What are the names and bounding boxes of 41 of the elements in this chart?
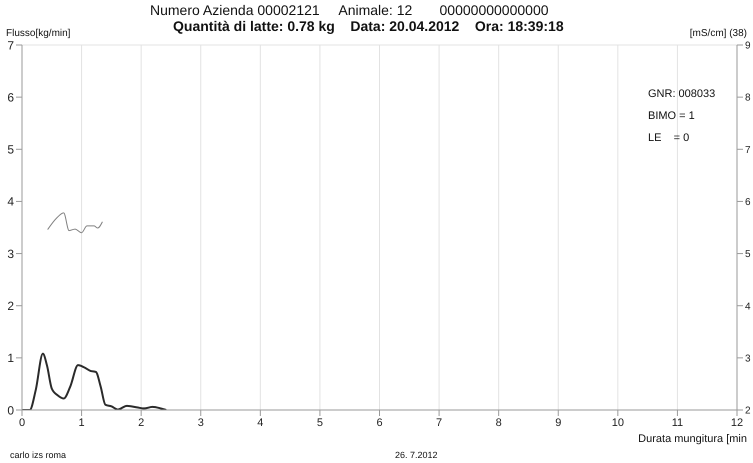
y2-tick-label: 6 <box>745 196 751 208</box>
chart-subtitle: Quantità di latte: 0.78 kg Data: 20.04.2012 Ora: 18:39:18 <box>173 18 564 34</box>
y-tick-label: 4 <box>7 194 14 209</box>
y2-tick-label: 4 <box>745 301 751 312</box>
y2-tick-label: 9 <box>745 40 751 52</box>
x-tick-label: 3 <box>198 416 204 429</box>
y2-tick-label: 2 <box>745 406 751 417</box>
y-tick-label: 6 <box>7 90 14 104</box>
x-tick-label: 5 <box>316 416 323 429</box>
x-tick-label: 12 <box>730 416 744 429</box>
text: 26. 7.2012 <box>395 450 438 460</box>
x-tick-label: 2 <box>138 416 144 429</box>
chart-title: Numero Azienda 00002121 Animale: 12 00000000000000 <box>150 2 549 18</box>
x-tick-label: 7 <box>436 416 442 429</box>
x-axis-title: Durata mungitura [min <box>638 433 747 445</box>
y-tick-label: 3 <box>7 246 14 261</box>
x-tick-label: 0 <box>18 416 26 429</box>
y-tick-label: 5 <box>7 142 14 157</box>
x-tick-label: 4 <box>257 416 264 429</box>
y-tick-label: 0 <box>7 403 14 418</box>
text: carlo izs roma <box>10 450 66 460</box>
x-tick-label: 6 <box>376 416 383 429</box>
annotation: GNR: 008033 <box>648 88 716 100</box>
y2-tick-label: 5 <box>745 249 751 260</box>
y-axis-title: Flusso[kg/min] <box>6 28 70 39</box>
y-tick-label: 2 <box>7 298 14 313</box>
y2-tick-label: 3 <box>745 353 751 364</box>
y2-tick-label: 7 <box>745 144 751 156</box>
x-tick-label: 8 <box>496 416 502 429</box>
line-series <box>22 352 168 410</box>
line-series <box>47 212 103 234</box>
x-tick-label: 1 <box>78 416 85 429</box>
annotation: LE = 0 <box>648 132 690 144</box>
x-tick-label: 11 <box>672 416 684 429</box>
y-tick-label: 1 <box>7 351 14 366</box>
annotation: BIMO = 1 <box>648 110 695 122</box>
x-tick-label: 10 <box>612 416 624 429</box>
y2-axis-title: [mS/cm] (38) <box>690 28 747 39</box>
y-tick-label: 7 <box>7 38 14 52</box>
y2-tick-label: 8 <box>745 92 751 104</box>
x-tick-label: 9 <box>555 416 562 429</box>
